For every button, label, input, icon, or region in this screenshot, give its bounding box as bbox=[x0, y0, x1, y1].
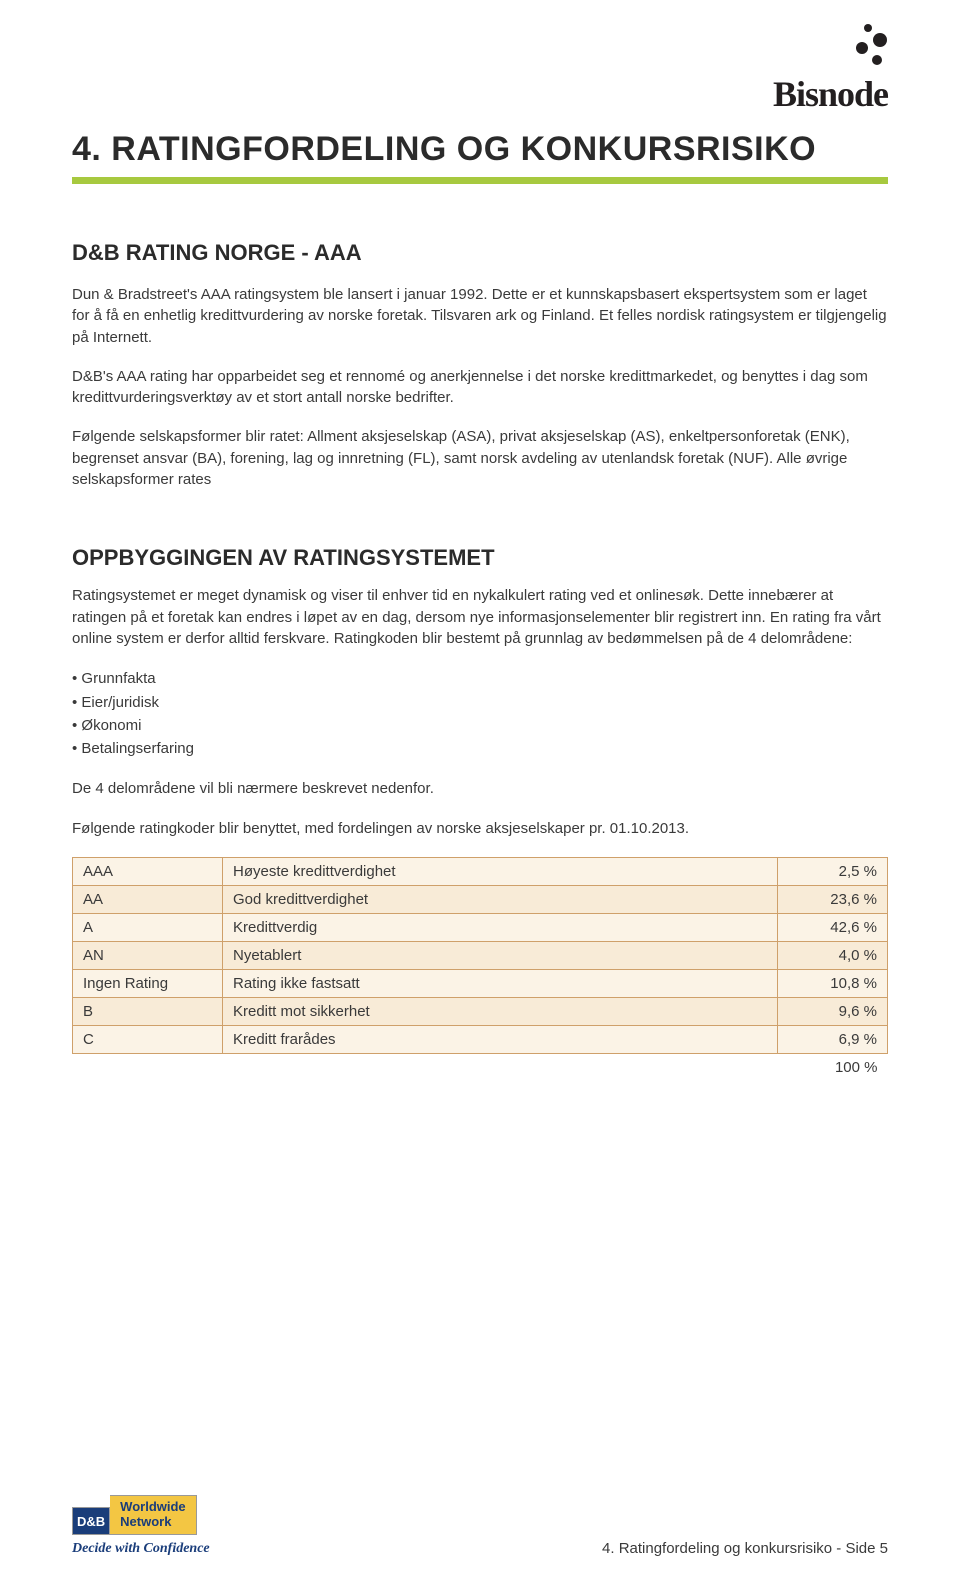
rating-code: C bbox=[73, 1025, 223, 1053]
table-row: ANNyetablert4,0 % bbox=[73, 941, 888, 969]
rating-desc: Kreditt frarådes bbox=[223, 1025, 778, 1053]
table-row: Ingen RatingRating ikke fastsatt10,8 % bbox=[73, 969, 888, 997]
rating-code: Ingen Rating bbox=[73, 969, 223, 997]
section2-title: OPPBYGGINGEN AV RATINGSYSTEMET bbox=[72, 545, 888, 571]
rating-pct: 4,0 % bbox=[778, 941, 888, 969]
title-rule bbox=[72, 177, 888, 184]
rating-pct: 2,5 % bbox=[778, 857, 888, 885]
rating-code: AA bbox=[73, 885, 223, 913]
section2-para2: De 4 delområdene vil bli nærmere beskrev… bbox=[72, 778, 888, 799]
rating-table: AAAHøyeste kredittverdighet2,5 %AAGod kr… bbox=[72, 857, 888, 1081]
rating-total: 100 % bbox=[73, 1053, 888, 1081]
footer-page-reference: 4. Ratingfordeling og konkursrisiko - Si… bbox=[602, 1540, 888, 1557]
rating-desc: Høyeste kredittverdighet bbox=[223, 857, 778, 885]
page-title: 4. RATINGFORDELING OG KONKURSRISIKO bbox=[72, 0, 888, 169]
table-row: BKreditt mot sikkerhet9,6 % bbox=[73, 997, 888, 1025]
table-row: CKreditt frarådes6,9 % bbox=[73, 1025, 888, 1053]
list-item: Betalingserfaring bbox=[72, 737, 888, 760]
rating-code: AN bbox=[73, 941, 223, 969]
bullet-list: Grunnfakta Eier/juridisk Økonomi Betalin… bbox=[72, 667, 888, 760]
section2-para3: Følgende ratingkoder blir benyttet, med … bbox=[72, 818, 888, 839]
section1-para3: Følgende selskapsformer blir ratet: Allm… bbox=[72, 426, 888, 490]
worldwide-network-label: WorldwideNetwork bbox=[110, 1495, 196, 1535]
bisnode-dots-icon bbox=[773, 18, 888, 73]
rating-desc: Kreditt mot sikkerhet bbox=[223, 997, 778, 1025]
rating-pct: 6,9 % bbox=[778, 1025, 888, 1053]
rating-desc: Nyetablert bbox=[223, 941, 778, 969]
rating-pct: 42,6 % bbox=[778, 913, 888, 941]
list-item: Eier/juridisk bbox=[72, 691, 888, 714]
section1-para2: D&B's AAA rating har opparbeidet seg et … bbox=[72, 366, 888, 409]
table-total-row: 100 % bbox=[73, 1053, 888, 1081]
rating-desc: Kredittverdig bbox=[223, 913, 778, 941]
db-worldwide-badge: D&BWorldwideNetwork bbox=[72, 1495, 197, 1535]
rating-code: A bbox=[73, 913, 223, 941]
rating-pct: 9,6 % bbox=[778, 997, 888, 1025]
rating-desc: God kredittverdighet bbox=[223, 885, 778, 913]
table-row: AAGod kredittverdighet23,6 % bbox=[73, 885, 888, 913]
list-item: Grunnfakta bbox=[72, 667, 888, 690]
footer: D&BWorldwideNetwork Decide with Confiden… bbox=[72, 1495, 888, 1557]
section2-para1: Ratingsystemet er meget dynamisk og vise… bbox=[72, 585, 888, 649]
rating-code: B bbox=[73, 997, 223, 1025]
section1-title: D&B RATING NORGE - AAA bbox=[72, 240, 888, 266]
table-row: AKredittverdig42,6 % bbox=[73, 913, 888, 941]
db-logo: D&B bbox=[72, 1507, 110, 1535]
bisnode-brand-text: Bisnode bbox=[773, 73, 888, 115]
section1-para1: Dun & Bradstreet's AAA ratingsystem ble … bbox=[72, 284, 888, 348]
rating-pct: 23,6 % bbox=[778, 885, 888, 913]
bisnode-logo: Bisnode bbox=[773, 18, 888, 115]
list-item: Økonomi bbox=[72, 714, 888, 737]
rating-desc: Rating ikke fastsatt bbox=[223, 969, 778, 997]
rating-code: AAA bbox=[73, 857, 223, 885]
table-row: AAAHøyeste kredittverdighet2,5 % bbox=[73, 857, 888, 885]
rating-pct: 10,8 % bbox=[778, 969, 888, 997]
